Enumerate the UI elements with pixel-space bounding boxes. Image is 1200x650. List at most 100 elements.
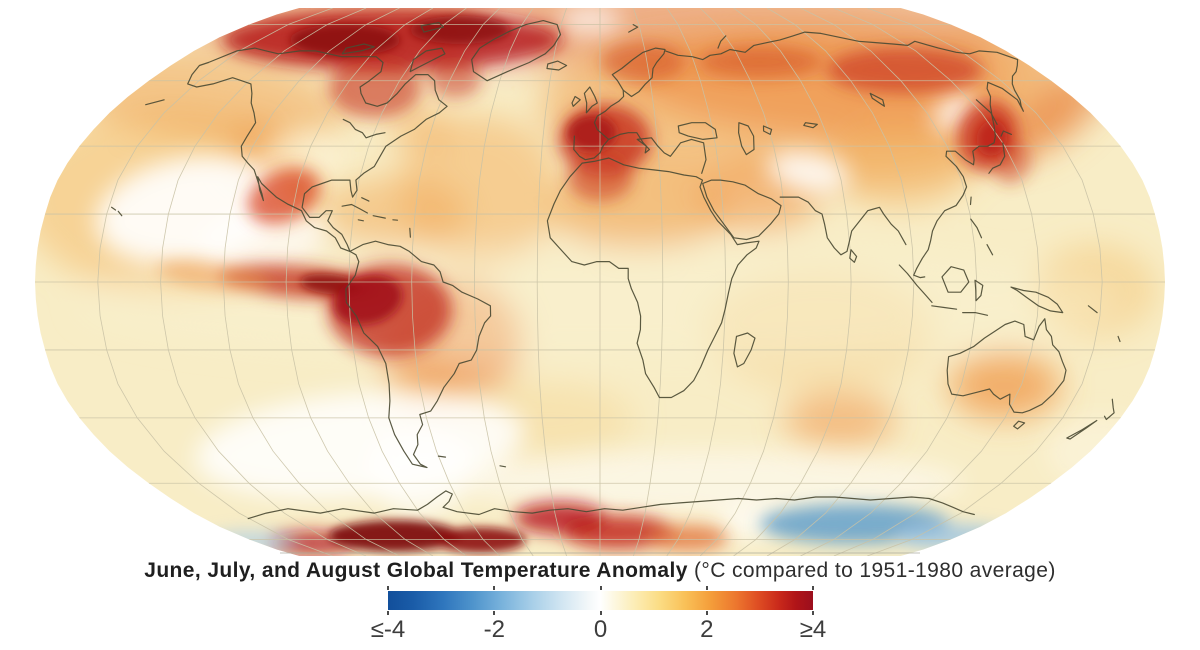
coastline-south-georgia	[499, 465, 507, 468]
colorbar-tick	[387, 611, 389, 615]
anomaly-antarctic-orange	[648, 525, 728, 551]
coastline-new-guinea	[1010, 286, 1064, 314]
coastline-philippines-south	[986, 244, 994, 256]
meridian-40	[666, 8, 727, 556]
coastline-great-britain	[583, 86, 598, 114]
caption-title: June, July, and August Global Temperatur…	[144, 559, 688, 582]
colorbar-gradient	[388, 591, 813, 610]
anomaly-antarctic-peninsula-red	[514, 502, 606, 534]
anomaly-antarctic-pale-blue-left	[202, 531, 298, 553]
colorbar: ≤-4 -2 0 2 ≥4	[371, 586, 826, 645]
anomaly-antarctic-maroon-a	[329, 520, 461, 552]
meridian--40	[473, 8, 534, 556]
coastline-solomons	[1087, 305, 1098, 314]
coastline-arabia	[702, 179, 782, 241]
coastlines	[111, 20, 1121, 520]
anomaly-caribbean-wash	[323, 176, 467, 248]
colorbar-tick	[493, 611, 496, 615]
anomaly-siberia-red-streak	[698, 46, 822, 78]
coastline-japan	[988, 142, 1006, 174]
anomaly-china-wash	[828, 123, 972, 207]
coastline-lesser-antilles	[409, 227, 411, 238]
coastline-persia-india	[779, 196, 907, 256]
colorbar-tick-label: ≤-4	[370, 616, 406, 643]
colorbar-tick-label: 2	[700, 616, 714, 643]
coastline-cuba	[341, 203, 368, 214]
coastline-hawaii	[111, 206, 117, 211]
anomaly-antarctic-maroon-b	[434, 527, 526, 553]
colorbar-tick	[599, 586, 602, 590]
colorbar-tick	[387, 586, 389, 590]
anomaly-hudson-bay-red	[329, 58, 421, 118]
colorbar-tick	[705, 611, 708, 615]
coastline-aleutians	[145, 99, 165, 106]
coastline-svalbard	[628, 24, 639, 33]
coastline-sumatra	[898, 264, 933, 303]
colorbar-tick	[599, 611, 602, 615]
coastline-scandinavia	[611, 47, 666, 98]
meridian--120	[222, 8, 400, 556]
colorbar-tick-label: ≥4	[799, 616, 827, 643]
coastline-great-lakes	[342, 118, 386, 139]
anomaly-australia-wash	[949, 353, 1061, 419]
coastline-hawaii-2	[117, 210, 123, 217]
anomaly-eq-pacific-orange-tail	[156, 260, 268, 292]
anomaly-arctic-maroon-east	[410, 16, 510, 44]
coastline-lake-baikal	[869, 92, 885, 107]
coastline-bahamas	[361, 197, 370, 202]
coastline-java	[931, 305, 958, 310]
coastline-north-america-east	[207, 47, 448, 252]
coastline-ellesmere-island	[420, 22, 444, 33]
colorbar-tick	[493, 586, 496, 590]
coastline-lake-balkhash	[803, 122, 818, 129]
anomaly-labrador-red	[429, 62, 481, 98]
anomaly-southern-ocean-white	[455, 450, 965, 514]
colorbar-tick-label: -2	[483, 616, 505, 643]
coastline-antarctica	[247, 490, 975, 520]
colorbar-tick	[812, 611, 814, 615]
anomaly-n-atlantic-white	[558, 8, 622, 34]
anomaly-us-plains-pale	[263, 132, 347, 178]
coastline-north-america-west	[187, 61, 351, 252]
coastline-new-zealand-north	[1103, 398, 1115, 421]
coastline-aral-sea	[762, 125, 773, 135]
coastline-hispaniola	[372, 215, 386, 219]
coastline-falkland-islands	[437, 455, 447, 458]
coastline-south-america	[345, 240, 492, 469]
meridian--20	[536, 8, 567, 556]
anomaly-ne-pacific-white-2	[197, 206, 327, 280]
coastline-europe-atlantic	[573, 89, 625, 161]
caption: June, July, and August Global Temperatur…	[0, 559, 1200, 583]
coastline-sulawesi	[974, 279, 984, 302]
coastline-taiwan	[969, 196, 972, 206]
anomaly-antarctic-blue-light	[895, 524, 1015, 550]
coastline-sri-lanka	[849, 249, 858, 263]
coastline-novaya-zemlya	[717, 35, 727, 49]
anomaly-peru-maroon	[333, 275, 403, 325]
colorbar-tick	[705, 586, 708, 590]
coastline-sakhalin	[975, 99, 998, 125]
anomaly-antarctic-blue-tail	[984, 537, 1056, 555]
colorbar-tick-label: 0	[593, 616, 608, 643]
coastline-asia-north-east	[664, 31, 1024, 279]
anomaly-japan-red-south	[993, 140, 1031, 184]
coastline-jamaica	[357, 219, 364, 222]
anomaly-mexico-red	[247, 168, 321, 224]
coastline-borneo	[941, 266, 970, 293]
coastline-africa	[546, 157, 760, 399]
meridian--140	[160, 8, 367, 556]
meridian--80	[348, 8, 467, 556]
coastline-mediterranean-north	[608, 132, 707, 174]
meridian--60	[411, 8, 501, 556]
meridian--160	[97, 8, 333, 556]
anomaly-japan-core	[976, 120, 1008, 156]
coastline-lesser-sunda	[962, 312, 989, 316]
coastline-madagascar	[733, 332, 756, 368]
coastline-iceland	[546, 60, 568, 71]
colorbar-tick	[812, 586, 814, 590]
coastline-australia	[946, 318, 1067, 414]
meridian-140	[833, 8, 1040, 556]
anomaly-layer-core	[290, 16, 1008, 553]
coastline-black-sea	[677, 122, 718, 140]
meridian-60	[699, 8, 789, 556]
